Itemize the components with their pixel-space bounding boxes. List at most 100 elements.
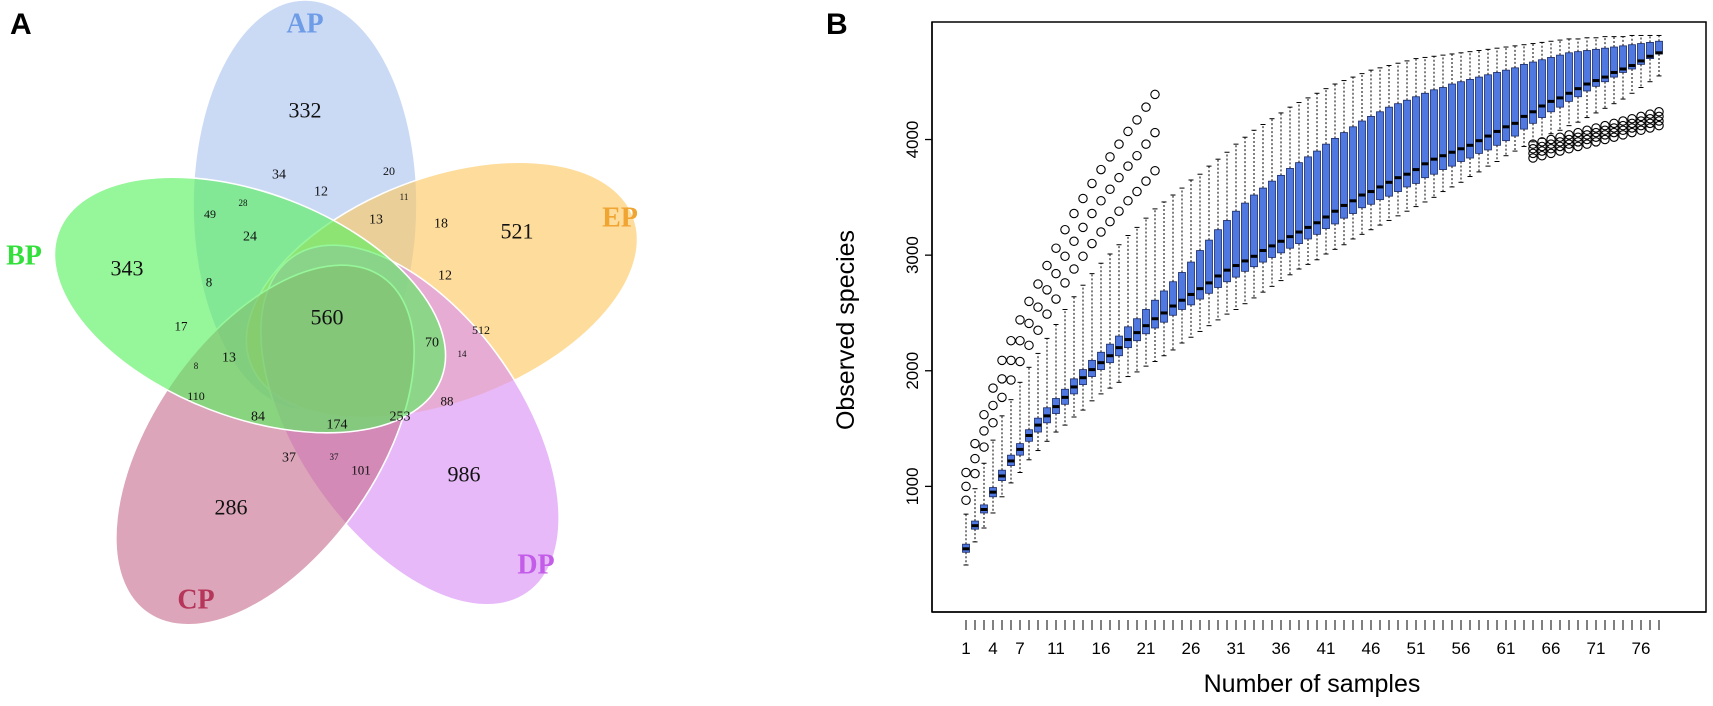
outlier-point bbox=[979, 442, 989, 452]
x-tick-label: 76 bbox=[1632, 639, 1651, 658]
box bbox=[1259, 187, 1267, 263]
box bbox=[1187, 261, 1195, 306]
outlier-point bbox=[1051, 294, 1061, 304]
outlier-point bbox=[1132, 115, 1142, 125]
venn-count: 37 bbox=[282, 451, 296, 466]
outlier-point bbox=[1609, 118, 1619, 129]
venn-count: 560 bbox=[311, 305, 344, 330]
box bbox=[1232, 210, 1240, 278]
outlier-point bbox=[1618, 120, 1628, 131]
venn-label-dp: DP bbox=[517, 550, 554, 581]
venn-ellipse-bp bbox=[53, 176, 447, 434]
box bbox=[1448, 83, 1456, 167]
outlier-point bbox=[1636, 125, 1646, 136]
box bbox=[1511, 67, 1519, 137]
box bbox=[1115, 335, 1123, 357]
box bbox=[1124, 326, 1132, 349]
box bbox=[1286, 168, 1294, 249]
x-axis-title: Number of samples bbox=[1204, 670, 1421, 698]
box bbox=[1160, 290, 1168, 323]
outlier-point bbox=[1078, 251, 1088, 262]
outlier-point bbox=[1123, 196, 1133, 206]
outlier-point bbox=[1654, 120, 1664, 131]
y-axis: 1000 2000 3000 4000 bbox=[903, 22, 933, 612]
outlier-point bbox=[1537, 141, 1547, 152]
venn-count: 70 bbox=[425, 336, 439, 351]
venn-count: 24 bbox=[243, 230, 257, 245]
box bbox=[1304, 156, 1312, 240]
outlier-point bbox=[1600, 134, 1610, 145]
box bbox=[1583, 50, 1591, 92]
outlier-point bbox=[1654, 107, 1664, 117]
outlier-point bbox=[970, 438, 980, 449]
outlier-point bbox=[1042, 309, 1052, 319]
box bbox=[1313, 150, 1321, 235]
panel-b-label: B bbox=[826, 8, 848, 41]
venn-count: 88 bbox=[441, 394, 454, 409]
box bbox=[1250, 194, 1258, 268]
x-tick-label: 46 bbox=[1362, 639, 1381, 658]
outlier-point bbox=[1150, 127, 1160, 138]
box bbox=[1367, 116, 1375, 205]
y-tick-label: 2000 bbox=[903, 352, 922, 390]
outlier-point bbox=[970, 453, 980, 464]
outlier-point bbox=[1609, 123, 1619, 133]
venn-count: 11 bbox=[400, 192, 409, 202]
box bbox=[1637, 43, 1645, 65]
outlier-point bbox=[1564, 130, 1574, 140]
panel-a-label: A bbox=[10, 8, 32, 41]
outlier-point bbox=[1096, 227, 1106, 237]
x-tick-label: 56 bbox=[1452, 639, 1471, 658]
box bbox=[1457, 81, 1465, 162]
box bbox=[1421, 92, 1429, 179]
box bbox=[1412, 96, 1420, 184]
outlier-point bbox=[1618, 125, 1628, 136]
outlier-point bbox=[1087, 178, 1097, 189]
outlier-point bbox=[1573, 127, 1583, 138]
outlier-point bbox=[1654, 116, 1664, 126]
venn-count: 174 bbox=[327, 418, 348, 433]
outlier-point bbox=[1573, 132, 1583, 142]
outlier-point bbox=[997, 374, 1007, 384]
outlier-point bbox=[1591, 132, 1601, 142]
venn-count: 37 bbox=[330, 452, 340, 462]
venn-count: 8 bbox=[206, 275, 213, 290]
box bbox=[1358, 120, 1366, 209]
x-tick-label: 26 bbox=[1182, 639, 1201, 658]
box bbox=[1178, 272, 1186, 310]
outlier-point bbox=[1114, 206, 1124, 216]
outlier-point bbox=[1618, 130, 1628, 140]
x-tick-label: 36 bbox=[1272, 639, 1291, 658]
box bbox=[1520, 63, 1528, 130]
venn-panel: A AP EP DP CP BP 332 521 986 286 343 34 20 28 49 12 11… bbox=[6, 0, 639, 626]
box bbox=[1646, 42, 1654, 59]
outlier-point bbox=[1033, 279, 1043, 289]
venn-count: 12 bbox=[438, 269, 452, 284]
box bbox=[1619, 45, 1627, 73]
venn-label-bp: BP bbox=[6, 241, 42, 272]
outlier-point bbox=[1609, 132, 1619, 142]
venn-count: 49 bbox=[204, 207, 216, 221]
box bbox=[1277, 174, 1285, 254]
outlier-point bbox=[1024, 340, 1034, 351]
outlier-point bbox=[1645, 118, 1655, 129]
outlier-point bbox=[1555, 132, 1565, 142]
outlier-point bbox=[1528, 139, 1538, 149]
outlier-point bbox=[1105, 152, 1115, 162]
x-tick-label: 71 bbox=[1587, 639, 1606, 658]
outlier-point bbox=[1087, 238, 1097, 249]
outlier-point bbox=[1015, 335, 1025, 346]
venn-count: 84 bbox=[251, 410, 265, 425]
outlier-point bbox=[1636, 111, 1646, 122]
plot-frame bbox=[931, 21, 1707, 613]
outlier-point bbox=[1528, 148, 1538, 159]
outlier-point bbox=[1636, 116, 1646, 126]
venn-count: 34 bbox=[272, 168, 286, 183]
outlier-point bbox=[1573, 141, 1583, 152]
outlier-point bbox=[988, 383, 998, 393]
venn-label-cp: CP bbox=[177, 585, 214, 616]
outlier-point bbox=[970, 468, 980, 479]
outlier-point bbox=[1069, 236, 1079, 247]
x-tick-label: 7 bbox=[1015, 639, 1024, 658]
venn-label-ep: EP bbox=[602, 203, 638, 234]
